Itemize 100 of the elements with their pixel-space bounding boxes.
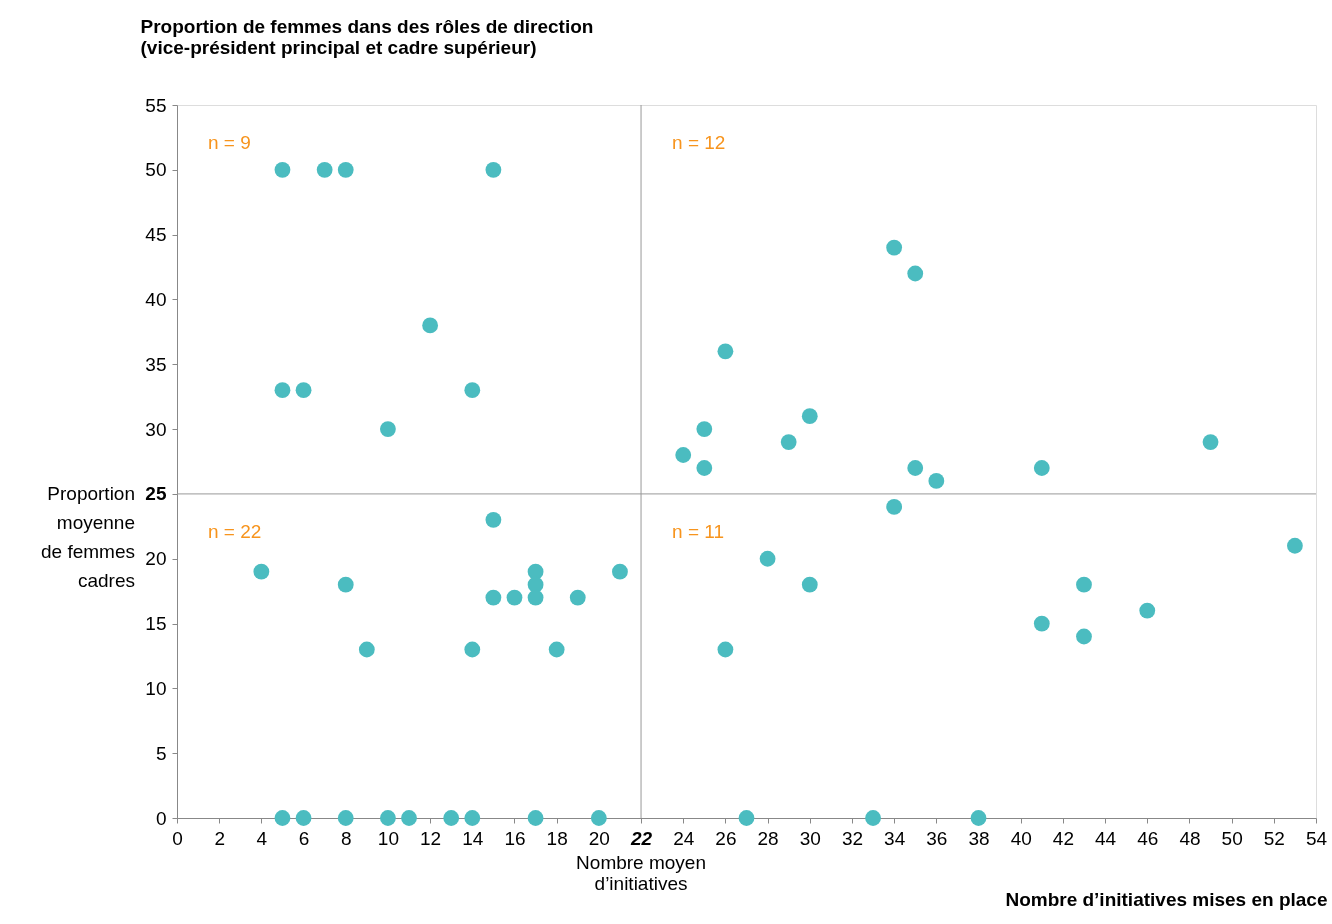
y-tick-label: 35 [145,353,167,375]
y-tick-label: 15 [145,613,167,635]
point [696,460,713,476]
x-tick-label: 48 [1179,827,1201,849]
point [717,641,734,658]
annotation: n = 9 [208,132,251,153]
x-tick-label: 52 [1263,827,1285,849]
point [907,460,924,476]
ref-line-label: Proportion moyenne de femmes cadres [41,482,135,591]
point [358,641,375,658]
y-tick-label: 50 [145,159,167,181]
point [1202,434,1219,450]
x-tick-label: 50 [1221,827,1243,849]
point [1033,460,1050,476]
x-tick-label: 10 [377,827,399,849]
point [675,447,692,463]
point [865,810,881,826]
x-tick-label: 0 [172,827,183,849]
point [590,810,607,826]
point [337,576,354,593]
x-tick-label: 14 [462,827,484,849]
point [1076,576,1092,593]
point [801,408,818,425]
point [527,589,544,606]
x-tick-label: 24 [673,827,695,849]
x-tick-label: 2 [214,827,225,849]
x-tick-label: 18 [546,827,568,849]
point [717,343,734,360]
x-tick-label: 42 [1052,827,1074,849]
point [1287,537,1303,554]
point [548,641,565,658]
annotation: n = 11 [672,520,724,542]
x-tick-label: 34 [884,827,906,849]
point [274,161,291,178]
x-tick-label: 4 [256,827,268,849]
x-tick-label: 30 [799,827,821,849]
point [1139,602,1156,619]
point [401,810,417,826]
y-tick-label: 10 [145,677,167,699]
x-tick-label: 32 [841,827,864,849]
point [886,498,903,515]
point [780,434,797,450]
x-tick-label: 22 [629,827,653,849]
point [612,563,628,580]
point [696,421,713,437]
x-tick-label: 12 [420,827,442,849]
point [337,810,354,826]
y-tick-label: 25 [145,483,167,505]
y-tick-label: 55 [145,94,167,116]
point [464,641,481,658]
y-tick-label: 45 [145,224,167,246]
point [1076,628,1092,645]
point [759,550,776,567]
point [1033,615,1050,632]
x-tick-label: 44 [1095,827,1117,849]
x-tick-label: 38 [968,827,990,849]
annotation: n = 22 [208,520,262,542]
point [295,810,312,826]
x-tick-label: 6 [298,827,310,849]
point [485,589,502,606]
y-tick-label: 5 [155,742,167,764]
point [253,563,270,580]
point [422,317,439,334]
point [380,421,396,437]
x-tick-label: 8 [340,827,352,849]
x-tick-label: 40 [1010,827,1032,849]
x-tick-label: 20 [588,827,610,849]
x-tick-label: 46 [1137,827,1159,849]
point [464,810,481,826]
point [569,589,586,606]
point [337,161,354,178]
point [506,589,523,606]
point [485,161,502,178]
y-tick-label: 0 [155,807,167,829]
point [316,161,333,178]
point [380,810,396,826]
x-tick-label: 16 [504,827,526,849]
point [970,810,987,826]
x-axis-title: Nombre d’initiatives mises en place [1005,888,1328,910]
y-axis-title: Proportion de femmes dans des rôles de direction (vice-président principal et cadre supérieur) [140,15,594,58]
point [295,382,312,399]
point [443,810,460,826]
x-tick-label: 36 [926,827,948,849]
point [274,810,291,826]
y-tick-label: 20 [145,548,167,570]
point [907,265,924,282]
y-tick-label: 30 [145,418,167,440]
point [274,382,291,399]
point [527,810,544,826]
y-tick-label: 40 [145,288,167,310]
point [801,576,818,593]
x-tick-label: 54 [1305,827,1328,849]
annotation: n = 12 [672,132,726,153]
point [738,810,755,826]
point [485,511,502,528]
point [464,382,481,399]
x-tick-label: 26 [715,827,737,849]
point [886,239,903,256]
ref-line-label: Nombre moyen d’initiatives [576,852,706,894]
point [928,473,945,489]
